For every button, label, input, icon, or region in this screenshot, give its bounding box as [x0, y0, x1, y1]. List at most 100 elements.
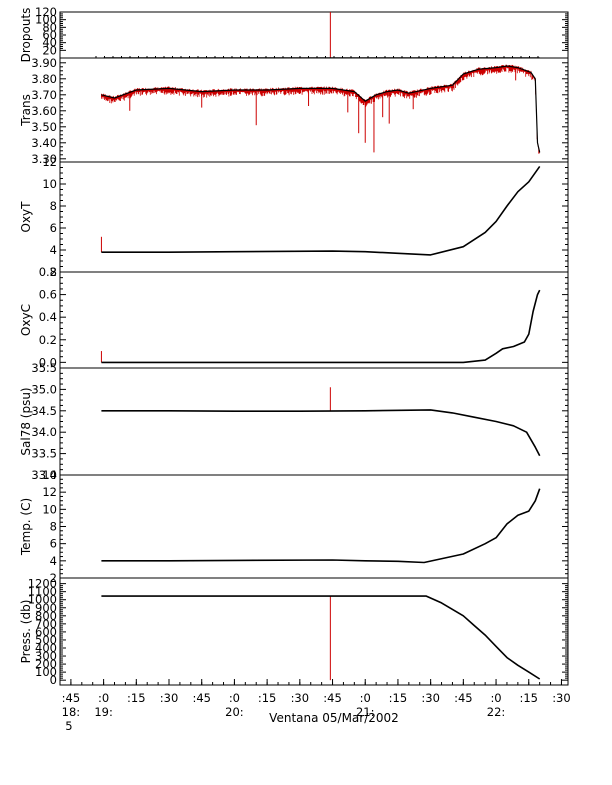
y-tick-label: 1200 [28, 577, 57, 591]
dropout-marker [527, 56, 532, 58]
panel-press: 0100200300400500600700800900100011001200… [19, 577, 569, 687]
dropout-marker [102, 56, 107, 58]
panel-frame [59, 11, 569, 59]
y-axis-title-trans: Trans [19, 94, 33, 127]
y-tick-label: 33.5 [31, 447, 57, 461]
x-tick-label: :30 [291, 691, 310, 705]
x-tick-label: :30 [552, 691, 571, 705]
y-tick-label: 300 [35, 649, 57, 663]
y-tick-label: 0.6 [39, 288, 57, 302]
y-tick-label: 0.2 [39, 333, 57, 347]
dropout-marker [298, 56, 302, 58]
y-tick-label: 3.40 [31, 136, 57, 150]
trans-noise [101, 64, 540, 154]
panel-frame [59, 367, 569, 476]
dropout-marker [136, 56, 141, 58]
y-tick-label: 0 [50, 673, 57, 687]
dropout-marker [272, 56, 277, 58]
dropout-marker [230, 56, 234, 58]
y-tick-label: 2 [50, 265, 57, 279]
dropout-marker [204, 56, 209, 58]
dropout-marker [425, 56, 430, 58]
dropout-marker [264, 56, 268, 58]
y-tick-label: 60 [42, 28, 57, 42]
panel-data-temp [101, 488, 541, 564]
y-tick-label: 100 [35, 665, 57, 679]
x-tick-label: :0 [98, 691, 109, 705]
dropout-marker [315, 56, 319, 58]
y-axis-title-temp: Temp. (C) [19, 498, 33, 556]
series-line-press [101, 595, 541, 680]
y-tick-label: 40 [42, 36, 57, 50]
panel-frame [59, 161, 569, 273]
dropout-marker [281, 56, 285, 58]
dropout-marker [519, 56, 523, 58]
x-axis: :4518:5:019::15:30:45:020::15:30:45:021:… [59, 679, 571, 733]
dropout-marker [383, 56, 387, 58]
y-tick-label: 500 [35, 633, 57, 647]
x-tick-label: :15 [389, 691, 408, 705]
y-tick-label: 35.5 [31, 361, 57, 375]
dropout-marker [323, 56, 328, 58]
y-tick-label: 1100 [28, 585, 57, 599]
panel-data-sal78 [101, 387, 541, 457]
dropout-marker [502, 56, 506, 58]
y-tick-label: 6 [50, 221, 57, 235]
panel-oxyt: 2 4 6 8 10 12 OxyT [19, 155, 569, 279]
y-axis-title-sal78: Sal78 (psu) [19, 387, 33, 455]
y-tick-label: 33.0 [31, 468, 57, 482]
y-tick-label: 3.30 [31, 152, 57, 166]
y-axis-title-oxyc: OxyC [19, 304, 33, 336]
dropout-marker [374, 56, 379, 58]
x-tick-label: :45 [62, 691, 81, 705]
y-axis-title-dropouts: Dropouts [19, 8, 33, 63]
dropout-marker [94, 56, 98, 58]
y-tick-label: 3.50 [31, 120, 57, 134]
y-tick-label: 4 [50, 554, 57, 568]
dropout-marker [510, 56, 515, 58]
x-tick-label: :45 [454, 691, 473, 705]
dropout-marker [400, 56, 404, 58]
y-tick-label: 900 [35, 601, 57, 615]
dropout-marker [289, 56, 294, 58]
x-tick-label: :30 [421, 691, 440, 705]
x-tick-label: :45 [192, 691, 211, 705]
x-tick-label: :0 [360, 691, 371, 705]
y-tick-label: 0.4 [39, 310, 57, 324]
dropout-marker [238, 56, 243, 58]
y-tick-label: 120 [35, 5, 57, 19]
panels: 20406080100120Dropouts3.303.403.503.603.… [19, 5, 569, 687]
y-tick-label: 12 [42, 155, 57, 169]
dropout-marker [221, 56, 226, 58]
y-axis-title-press: Press. (db) [19, 600, 33, 664]
y-tick-label: 34.0 [31, 425, 57, 439]
panel-data-oxyc [100, 289, 541, 364]
x-tick-label: :30 [160, 691, 179, 705]
y-tick-label: 6 [50, 537, 57, 551]
dropout-marker [247, 56, 251, 58]
dropout-marker [442, 56, 447, 58]
dropout-marker [196, 56, 200, 58]
y-tick-label: 8 [50, 199, 57, 213]
dropout-marker [476, 56, 481, 58]
dropout-marker [306, 56, 311, 58]
y-tick-label: 0.8 [39, 265, 57, 279]
y-tick-label: 10 [42, 177, 57, 191]
y-tick-label: 100 [35, 13, 57, 27]
panel-frame [59, 474, 569, 579]
dropout-marker [332, 56, 336, 58]
x-tick-label: :15 [258, 691, 277, 705]
dropout-marker [145, 56, 149, 58]
x-tick-hour: 22: [487, 705, 506, 719]
dropout-marker [340, 56, 345, 58]
y-tick-label: 400 [35, 641, 57, 655]
y-tick-label: 12 [42, 485, 57, 499]
y-tick-label: 2 [50, 571, 57, 585]
dropout-marker [357, 56, 362, 58]
x-tick-label: :0 [229, 691, 240, 705]
dropout-marker [162, 56, 166, 58]
panel-data-press [101, 595, 541, 681]
dropout-marker [391, 56, 396, 58]
